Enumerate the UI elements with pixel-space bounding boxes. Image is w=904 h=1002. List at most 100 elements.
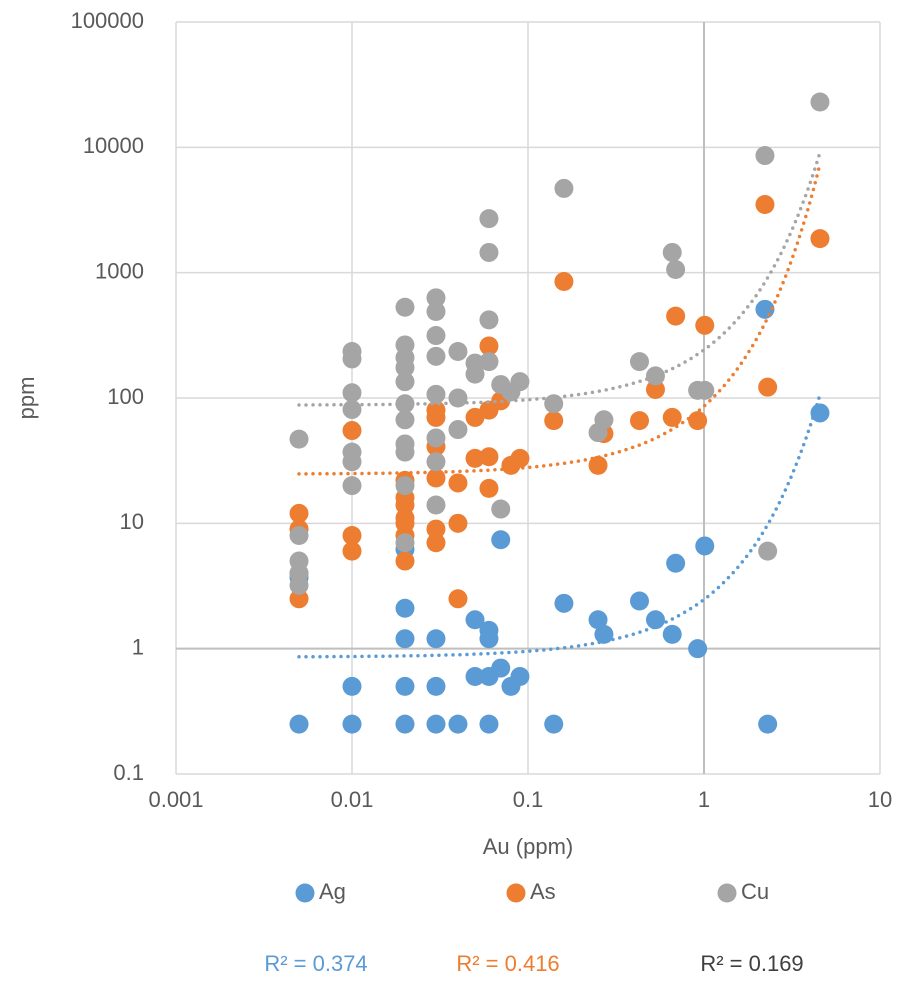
- point: [448, 513, 468, 533]
- point: [395, 551, 415, 571]
- point: [491, 499, 511, 519]
- point: [426, 301, 446, 321]
- y-axis-title: ppm: [14, 377, 39, 420]
- point: [426, 400, 446, 420]
- point: [758, 541, 778, 561]
- point: [554, 593, 574, 613]
- trendline: [297, 392, 822, 659]
- point: [465, 610, 485, 630]
- y-tick-label: 100: [107, 384, 144, 409]
- legend-label: Cu: [741, 879, 769, 904]
- point: [588, 455, 608, 475]
- point: [479, 209, 499, 229]
- point: [426, 428, 446, 448]
- point: [426, 676, 446, 696]
- point: [426, 326, 446, 346]
- legend-label: As: [530, 879, 556, 904]
- point: [645, 379, 665, 399]
- point: [426, 629, 446, 649]
- point: [594, 410, 614, 430]
- point: [289, 525, 309, 545]
- y-tick-label: 1000: [95, 258, 144, 283]
- point: [810, 92, 830, 112]
- point: [342, 541, 362, 561]
- point: [395, 358, 415, 378]
- point: [342, 421, 362, 441]
- y-tick-label: 10000: [83, 133, 144, 158]
- point: [426, 288, 446, 308]
- trendline-label: R² = 0.169: [700, 951, 803, 976]
- point: [342, 476, 362, 496]
- point: [395, 476, 415, 496]
- point: [662, 242, 682, 262]
- point: [695, 536, 715, 556]
- point: [289, 429, 309, 449]
- point: [554, 272, 574, 292]
- point: [510, 372, 530, 392]
- point: [342, 714, 362, 734]
- trendline: [297, 162, 822, 476]
- point: [448, 714, 468, 734]
- legend-marker: [506, 883, 526, 903]
- point: [629, 591, 649, 611]
- point: [395, 629, 415, 649]
- point: [426, 714, 446, 734]
- point: [448, 420, 468, 440]
- point: [395, 533, 415, 553]
- x-tick-label: 1: [698, 787, 710, 812]
- point: [662, 407, 682, 427]
- point: [479, 478, 499, 498]
- y-tick-label: 10: [120, 509, 144, 534]
- point: [465, 364, 485, 384]
- point: [666, 553, 686, 573]
- point: [479, 310, 499, 330]
- y-tick-label: 100000: [71, 8, 144, 33]
- point: [448, 473, 468, 493]
- legend-marker: [295, 883, 315, 903]
- point: [289, 575, 309, 595]
- point: [426, 468, 446, 488]
- point: [342, 399, 362, 419]
- point: [289, 714, 309, 734]
- point: [395, 297, 415, 317]
- point: [544, 714, 564, 734]
- point: [289, 503, 309, 523]
- point: [448, 341, 468, 361]
- point: [688, 639, 708, 659]
- point: [554, 178, 574, 198]
- trendline: [297, 150, 822, 407]
- point: [342, 349, 362, 369]
- x-tick-label: 10: [868, 787, 892, 812]
- x-tick-label: 0.1: [513, 787, 544, 812]
- point: [426, 452, 446, 472]
- point: [465, 666, 485, 686]
- point: [758, 377, 778, 397]
- point: [479, 242, 499, 262]
- point: [491, 530, 511, 550]
- point: [695, 380, 715, 400]
- trendline-label: R² = 0.374: [264, 951, 367, 976]
- point: [755, 194, 775, 214]
- point: [426, 533, 446, 553]
- y-tick-label: 1: [132, 634, 144, 659]
- point: [645, 610, 665, 630]
- point: [479, 714, 499, 734]
- point: [426, 346, 446, 366]
- point: [448, 589, 468, 609]
- x-tick-label: 0.001: [148, 787, 203, 812]
- point: [479, 352, 499, 372]
- point: [510, 448, 530, 468]
- point: [426, 384, 446, 404]
- point: [758, 714, 778, 734]
- point: [465, 448, 485, 468]
- point: [395, 508, 415, 528]
- point: [448, 388, 468, 408]
- point: [510, 666, 530, 686]
- point: [342, 525, 362, 545]
- point: [395, 410, 415, 430]
- point: [695, 315, 715, 335]
- point: [629, 411, 649, 431]
- x-tick-label: 0.01: [331, 787, 374, 812]
